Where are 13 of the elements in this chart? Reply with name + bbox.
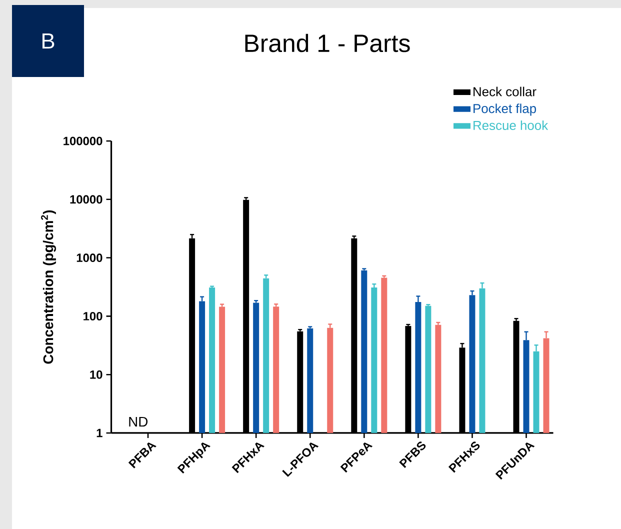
y-tick-label: 10000 xyxy=(70,195,102,204)
annotation: ND xyxy=(129,416,148,427)
y-tick-label: 1000 xyxy=(76,254,102,262)
chart-title: Brand 1 - Parts xyxy=(245,34,410,52)
legend-label: Neck collar xyxy=(474,86,536,96)
y-tick-label: 10 xyxy=(90,370,102,379)
legend-label: Rescue hook xyxy=(474,120,548,130)
y-tick-label: 100 xyxy=(84,312,102,320)
text: B xyxy=(42,33,54,49)
legend-label: Pocket flap xyxy=(474,104,536,116)
y-tick-label: 1 xyxy=(96,428,102,438)
y-axis-title: Concentration (pg/cm$^{2}$) xyxy=(41,210,56,364)
y-tick-label: 100000 xyxy=(64,136,102,146)
